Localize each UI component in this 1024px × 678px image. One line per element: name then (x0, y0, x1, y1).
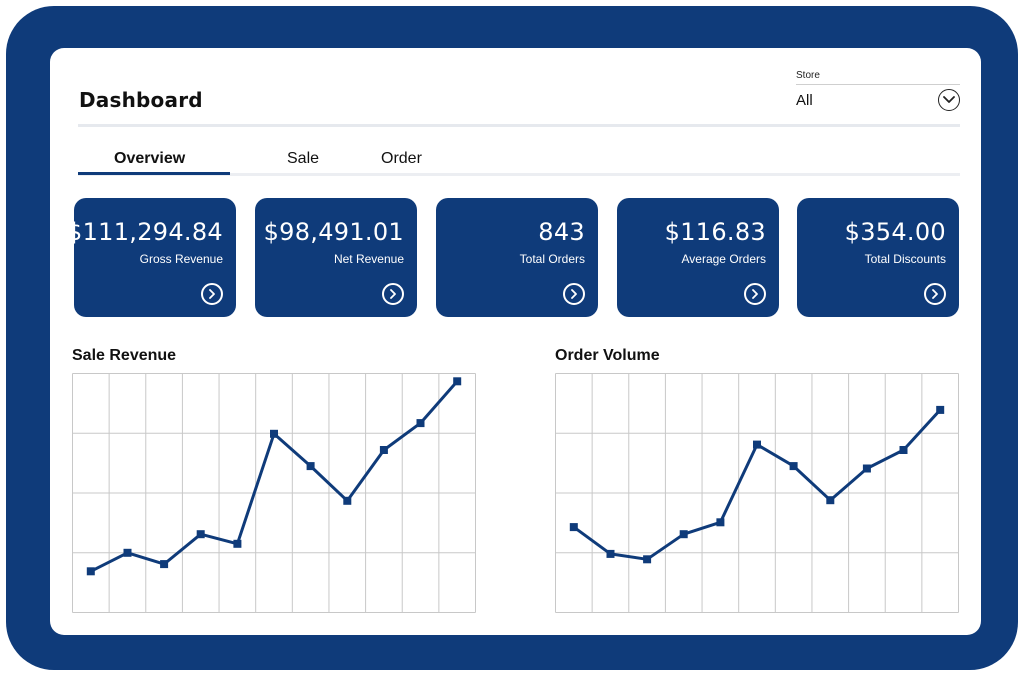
store-select-row[interactable]: All (796, 89, 960, 111)
kpi-card-average-orders[interactable]: $116.83 Average Orders (617, 198, 779, 317)
kpi-value: $111,294.84 (67, 218, 223, 246)
header-divider (78, 124, 960, 127)
kpi-value: $116.83 (664, 218, 766, 246)
kpi-card-gross-revenue[interactable]: $111,294.84 Gross Revenue (67, 198, 236, 317)
store-selector[interactable]: Store All (796, 70, 960, 111)
store-label: Store (796, 70, 820, 81)
active-tab-indicator (78, 172, 230, 175)
data-point (343, 496, 352, 505)
dashboard-screen: Dashboard Store All Overview Sale Order … (50, 48, 981, 635)
data-point (936, 405, 945, 414)
chevron-right-circle-icon[interactable] (201, 283, 223, 305)
kpi-card-total-orders[interactable]: 843 Total Orders (436, 198, 598, 317)
chevron-right-circle-icon[interactable] (924, 283, 946, 305)
data-point (679, 530, 688, 539)
data-point (826, 496, 835, 505)
chevron-right-circle-icon[interactable] (382, 283, 404, 305)
data-point (379, 446, 388, 454)
data-point (606, 549, 615, 558)
order-volume-chart (555, 373, 959, 613)
chevron-down-icon[interactable] (938, 89, 960, 111)
data-point (196, 530, 205, 539)
page-title: Dashboard (79, 88, 203, 112)
store-divider (796, 84, 960, 85)
data-point (86, 567, 95, 576)
chevron-right-circle-icon[interactable] (744, 283, 766, 305)
data-point (416, 419, 425, 428)
data-point (789, 462, 798, 471)
tab-bar: Overview Sale Order (78, 148, 960, 178)
data-point (306, 462, 315, 471)
tabs-divider (78, 173, 960, 176)
data-point (160, 560, 169, 569)
data-point (233, 539, 242, 548)
data-point (453, 377, 462, 386)
kpi-label: Total Discounts (864, 252, 946, 266)
kpi-label: Gross Revenue (139, 252, 223, 266)
kpi-value: $354.00 (844, 218, 946, 246)
chart-title-sale-revenue: Sale Revenue (72, 347, 177, 364)
tab-overview[interactable]: Overview (114, 150, 186, 167)
chart-title-order-volume: Order Volume (555, 347, 660, 364)
kpi-label: Total Orders (519, 252, 585, 266)
sale-revenue-chart (72, 373, 476, 613)
kpi-label: Net Revenue (333, 252, 404, 266)
kpi-card-net-revenue[interactable]: $98,491.01 Net Revenue (255, 198, 417, 317)
tab-sale[interactable]: Sale (287, 150, 320, 167)
tablet-frame: Dashboard Store All Overview Sale Order … (6, 6, 1018, 670)
tab-order[interactable]: Order (381, 150, 422, 167)
data-point (753, 440, 761, 449)
kpi-label: Average Orders (681, 252, 767, 266)
kpi-card-total-discounts[interactable]: $354.00 Total Discounts (797, 198, 959, 317)
data-point (899, 446, 908, 454)
store-value: All (796, 91, 813, 109)
kpi-value: 843 (538, 218, 585, 246)
chevron-right-circle-icon[interactable] (563, 283, 585, 305)
data-point (270, 429, 278, 438)
data-point (123, 548, 132, 557)
data-point (862, 464, 871, 473)
data-point (716, 518, 725, 527)
data-point (643, 555, 652, 564)
data-point (569, 523, 578, 532)
kpi-value: $98,491.01 (263, 218, 404, 246)
